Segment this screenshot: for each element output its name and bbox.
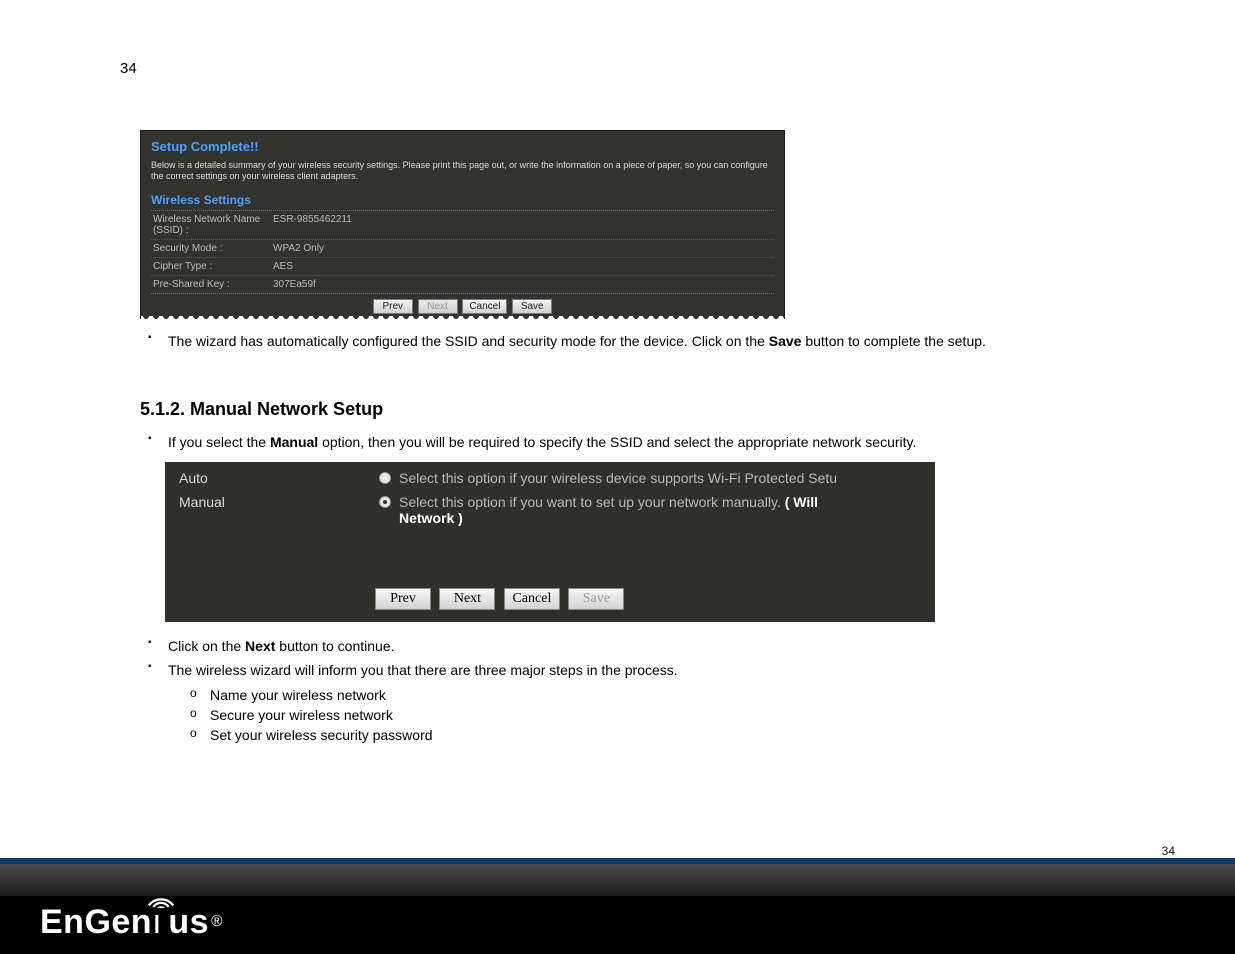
manual-label: Manual [179, 494, 379, 510]
wizard-button-row: Prev Next Cancel Save [375, 588, 628, 610]
list-item: Secure your wireless network [186, 705, 1120, 725]
page-number-bottom: 34 [1162, 844, 1175, 858]
paragraph: Click on the Next button to continue. [140, 636, 1120, 656]
bold-manual: Manual [270, 434, 318, 450]
row-value: WPA2 Only [273, 243, 324, 254]
next-button[interactable]: Next [439, 588, 495, 610]
auto-label: Auto [179, 470, 379, 486]
cancel-button[interactable]: Cancel [504, 588, 560, 610]
table-row: Pre-Shared Key : 307Ea59f [151, 275, 774, 293]
engenius-logo: EnGen us® [40, 900, 223, 944]
manual-option-screenshot: Auto Select this option if your wireless… [165, 462, 935, 622]
manual-desc-line2: Network ) [399, 510, 921, 526]
row-label: Pre-Shared Key : [153, 279, 273, 290]
prev-button[interactable]: Prev [375, 588, 431, 610]
row-label: Security Mode : [153, 243, 273, 254]
setup-complete-screenshot: Setup Complete!! Below is a detailed sum… [140, 130, 785, 319]
auto-option: Select this option if your wireless devi… [379, 470, 921, 486]
option-row-auto: Auto Select this option if your wireless… [165, 462, 935, 486]
logo-wifi-icon [152, 903, 168, 942]
text: Click on the [168, 638, 245, 654]
list-item: Name your wireless network [186, 685, 1120, 705]
text: If you select the [168, 434, 270, 450]
table-row: Cipher Type : AES [151, 257, 774, 275]
sub-steps-list: Name your wireless network Secure your w… [186, 685, 1120, 746]
logo-text-1: EnGen [40, 903, 152, 942]
auto-description: Select this option if your wireless devi… [399, 470, 837, 486]
table-row: Wireless Network Name (SSID) : ESR-98554… [151, 211, 774, 239]
logo-text-2: us [168, 903, 209, 942]
bold-save: Save [769, 333, 802, 349]
list-item: Set your wireless security password [186, 725, 1120, 745]
page-content: Setup Complete!! Below is a detailed sum… [140, 130, 1120, 746]
text: option, then you will be required to spe… [318, 434, 916, 450]
wireless-settings-table: Wireless Network Name (SSID) : ESR-98554… [151, 210, 774, 294]
wizard-button-row: Prev Next Cancel Save [141, 299, 784, 314]
paragraph: The wizard has automatically configured … [140, 331, 1120, 351]
radio-auto[interactable] [379, 472, 391, 484]
text: button to continue. [275, 638, 394, 654]
text: button to complete the setup. [801, 333, 985, 349]
section-heading: 5.1.2. Manual Network Setup [140, 399, 1120, 420]
text: The wizard has automatically configured … [168, 333, 769, 349]
manual-desc-bold: ( Will [785, 494, 818, 510]
row-value: AES [273, 261, 293, 272]
paragraph: If you select the Manual option, then yo… [140, 432, 1120, 452]
paragraph: The wireless wizard will inform you that… [140, 660, 1120, 680]
save-button: Save [568, 588, 624, 610]
radio-manual[interactable] [379, 496, 391, 508]
row-value: ESR-9855462211 [273, 214, 352, 236]
page-number-top: 34 [120, 60, 137, 77]
wireless-settings-heading: Wireless Settings [151, 193, 774, 207]
row-label: Cipher Type : [153, 261, 273, 272]
save-button[interactable]: Save [512, 299, 552, 314]
manual-option: Select this option if you want to set up… [379, 494, 921, 526]
next-button: Next [418, 299, 458, 314]
manual-description: Select this option if you want to set up… [399, 494, 785, 510]
row-value: 307Ea59f [273, 279, 316, 290]
row-label: Wireless Network Name (SSID) : [153, 214, 273, 236]
footer-band [0, 864, 1235, 896]
bold-next: Next [245, 638, 275, 654]
prev-button[interactable]: Prev [373, 299, 413, 314]
setup-complete-title: Setup Complete!! [151, 139, 774, 154]
registered-mark: ® [211, 913, 223, 931]
option-row-manual: Manual Select this option if you want to… [165, 486, 935, 526]
setup-complete-description: Below is a detailed summary of your wire… [151, 160, 774, 183]
cancel-button[interactable]: Cancel [462, 299, 507, 314]
table-row: Security Mode : WPA2 Only [151, 239, 774, 257]
